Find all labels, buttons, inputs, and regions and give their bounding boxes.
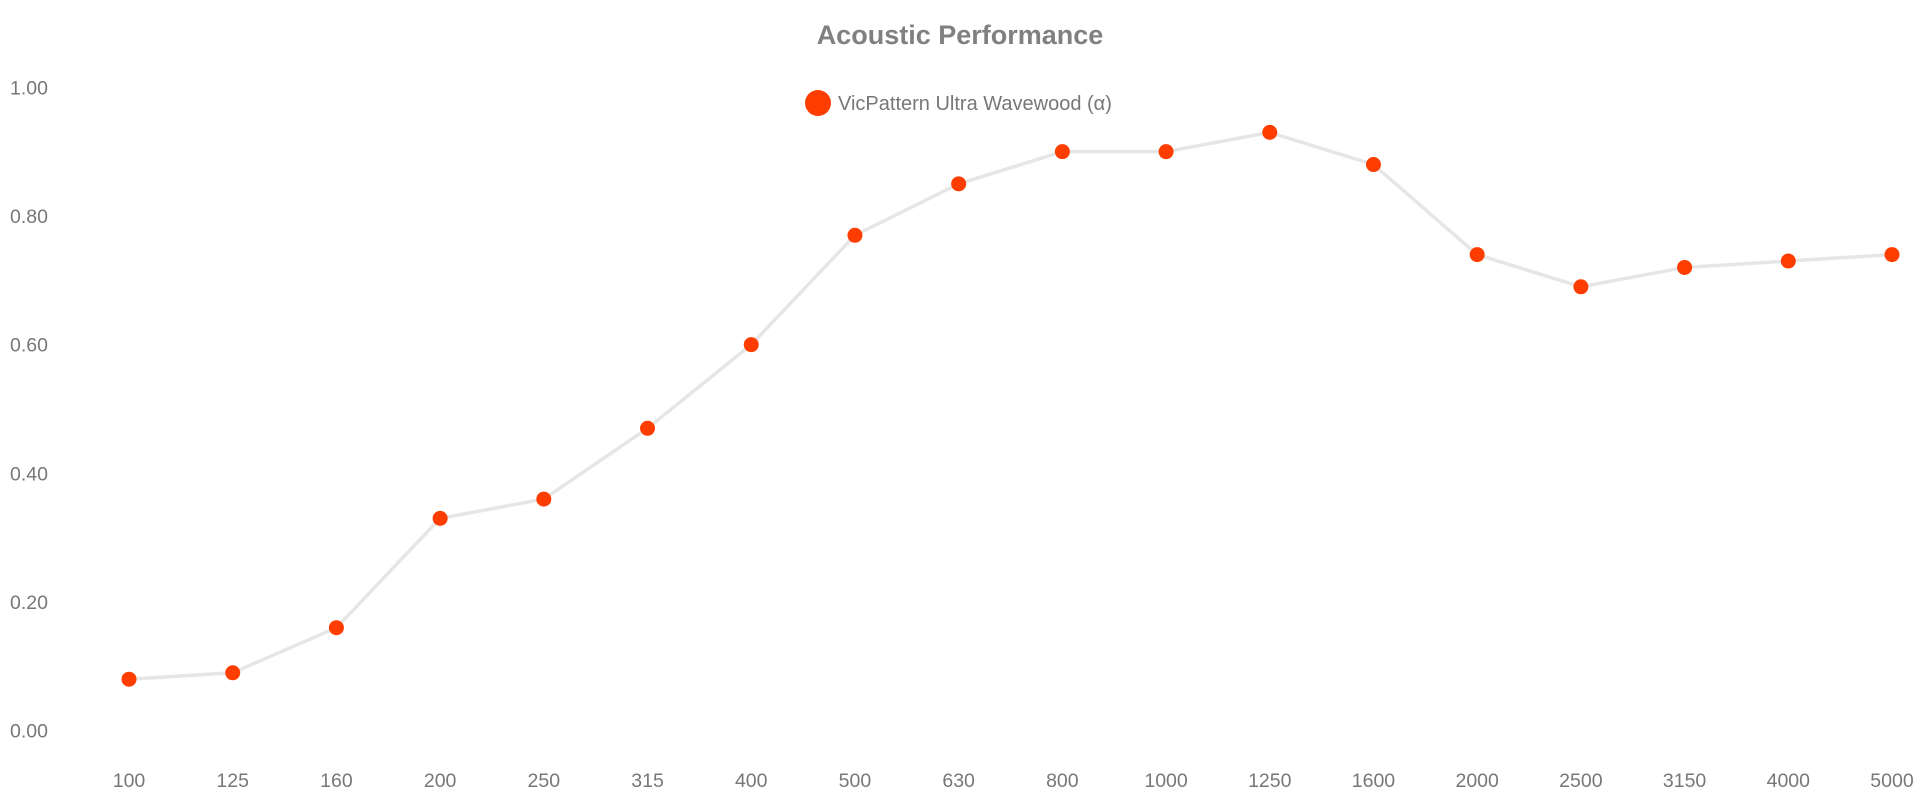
y-tick-label: 0.20	[10, 592, 48, 614]
series-line	[128, 130, 1893, 681]
data-point[interactable]	[225, 665, 241, 681]
y-tick-label: 1.00	[10, 77, 48, 99]
data-point[interactable]	[536, 491, 552, 507]
x-tick-label: 100	[113, 770, 146, 792]
data-point[interactable]	[1884, 247, 1900, 263]
plot-area	[121, 124, 1900, 687]
data-point[interactable]	[1054, 144, 1070, 160]
x-tick-label: 400	[735, 770, 768, 792]
x-tick-label: 2000	[1455, 770, 1499, 792]
data-point[interactable]	[1677, 259, 1693, 275]
data-point[interactable]	[432, 510, 448, 526]
data-point[interactable]	[1158, 144, 1174, 160]
data-point[interactable]	[1780, 253, 1796, 269]
x-tick-label: 500	[839, 770, 872, 792]
data-point[interactable]	[1262, 124, 1278, 140]
x-tick-label: 315	[631, 770, 664, 792]
x-tick-label: 1600	[1352, 770, 1396, 792]
y-tick-label: 0.40	[10, 463, 48, 485]
y-tick-label: 0.80	[10, 206, 48, 228]
x-tick-label: 630	[942, 770, 975, 792]
x-tick-label: 2500	[1559, 770, 1603, 792]
data-point[interactable]	[328, 620, 344, 636]
data-point[interactable]	[1469, 247, 1485, 263]
y-tick-label: 0.60	[10, 335, 48, 357]
data-point[interactable]	[640, 420, 656, 436]
x-tick-label: 800	[1046, 770, 1079, 792]
x-tick-label: 125	[216, 770, 249, 792]
x-tick-label: 4000	[1767, 770, 1811, 792]
x-tick-label: 250	[528, 770, 561, 792]
x-tick-label: 5000	[1870, 770, 1914, 792]
chart-title: Acoustic Performance	[817, 20, 1104, 50]
x-tick-label: 160	[320, 770, 353, 792]
x-tick-label: 1250	[1248, 770, 1292, 792]
data-point[interactable]	[743, 337, 759, 353]
data-point[interactable]	[121, 671, 137, 687]
x-axis: 100 125 160 200 250 315 400 500 630 800 1000 1250 16…	[113, 770, 1914, 792]
legend[interactable]: VicPattern Ultra Wavewood (α)	[805, 90, 1112, 116]
x-tick-label: 3150	[1663, 770, 1707, 792]
x-tick-label: 200	[424, 770, 457, 792]
legend-label: VicPattern Ultra Wavewood (α)	[838, 93, 1112, 115]
data-point[interactable]	[951, 176, 967, 192]
data-point[interactable]	[1573, 279, 1589, 295]
y-tick-label: 0.00	[10, 721, 48, 743]
y-axis: 0.00 0.20 0.40 0.60 0.80 1.00	[10, 77, 48, 742]
x-tick-label: 1000	[1144, 770, 1188, 792]
data-point[interactable]	[847, 227, 863, 243]
legend-marker	[805, 90, 831, 116]
data-point[interactable]	[1365, 157, 1381, 173]
